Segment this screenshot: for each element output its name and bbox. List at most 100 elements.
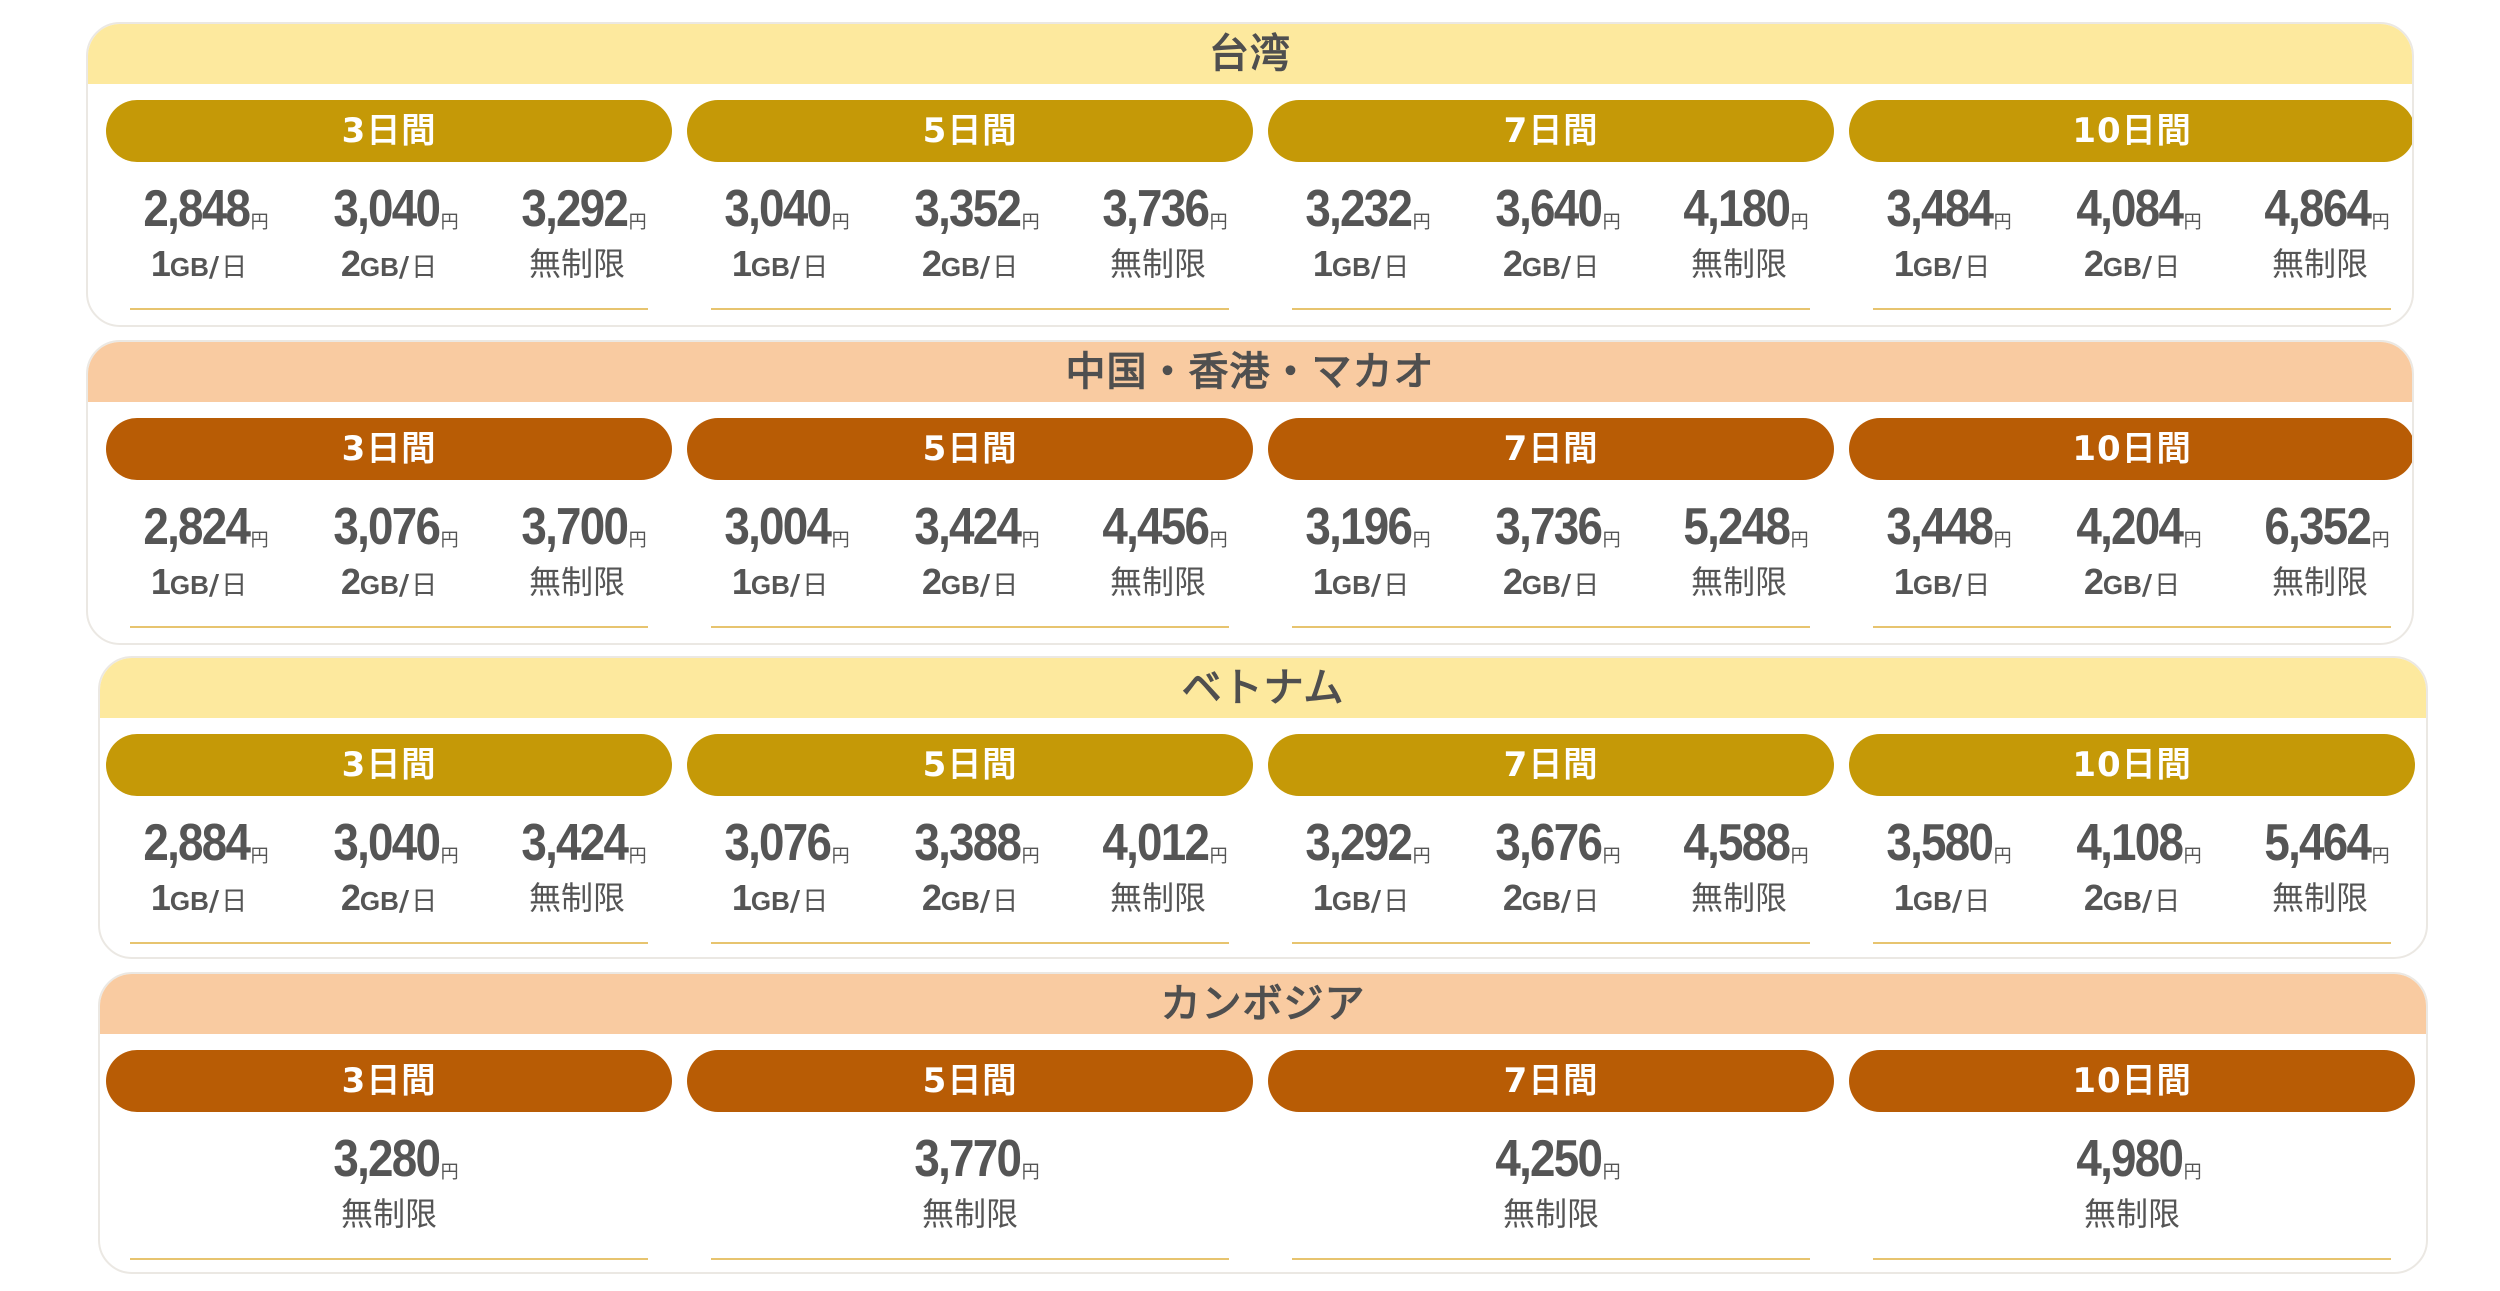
data-per-day: 日 <box>1964 571 1991 601</box>
currency-unit: 円 <box>1602 846 1621 867</box>
plan-price: 3,352円 <box>877 178 1063 240</box>
data-separator: / <box>789 884 801 917</box>
price-amount: 3,770 <box>914 1130 1022 1188</box>
data-separator: / <box>398 250 410 283</box>
data-unit: GB <box>1912 252 1952 282</box>
data-unit: GB <box>169 570 209 600</box>
price-amount: 3,040 <box>333 814 441 872</box>
plan-divider <box>711 942 1229 944</box>
plan-option: 3,292円 無制限 <box>484 178 670 298</box>
data-amount: 1 <box>150 561 171 602</box>
price-amount: 3,004 <box>724 498 832 556</box>
currency-unit: 円 <box>2183 212 2202 233</box>
price-amount: 3,580 <box>1886 814 1994 872</box>
plan-option: 3,040円 1GB/日 <box>687 178 873 298</box>
currency-unit: 円 <box>1021 846 1040 867</box>
currency-unit: 円 <box>2371 530 2390 551</box>
price-amount: 3,076 <box>724 814 832 872</box>
price-amount: 5,464 <box>2264 814 2372 872</box>
plan-list: 3,448円 1GB/日 4,204円 2GB/日 6,352円 無制限 <box>1849 496 2412 616</box>
period-row: 3日間 2,824円 1GB/日 3,076円 2GB/日 3,700円 無制限 5日間 3,0… <box>106 418 2412 643</box>
data-per-day: 日 <box>411 253 438 283</box>
price-amount: 4,180 <box>1683 180 1791 238</box>
data-allowance: 2GB/日 <box>1458 558 1644 606</box>
plan-price: 5,248円 <box>1646 496 1832 558</box>
plan-price: 3,700円 <box>484 496 670 558</box>
currency-unit: 円 <box>440 530 459 551</box>
plan-option: 4,180円 無制限 <box>1646 178 1832 298</box>
price-amount: 4,084 <box>2076 180 2184 238</box>
data-allowance: 2GB/日 <box>877 874 1063 922</box>
data-per-day: 日 <box>411 571 438 601</box>
period-pill: 7日間 <box>1268 734 1834 796</box>
price-amount: 4,204 <box>2076 498 2184 556</box>
plan-price: 3,484円 <box>1849 178 2035 240</box>
data-allowance: 1GB/日 <box>1268 558 1454 606</box>
currency-unit: 円 <box>440 846 459 867</box>
plan-divider <box>130 1258 648 1260</box>
plan-option: 4,084円 2GB/日 <box>2039 178 2225 298</box>
data-allowance: 2GB/日 <box>2039 240 2225 288</box>
data-amount: 1 <box>1312 561 1333 602</box>
data-separator: / <box>1370 568 1382 601</box>
data-separator: / <box>2141 568 2153 601</box>
region-title: 台湾 <box>88 24 2412 84</box>
plan-divider <box>130 626 648 628</box>
data-per-day: 日 <box>992 253 1019 283</box>
price-amount: 3,736 <box>1495 498 1603 556</box>
period-block: 7日間 3,292円 1GB/日 3,676円 2GB/日 4,588円 無制限 <box>1268 734 1834 954</box>
data-per-day: 日 <box>1573 571 1600 601</box>
plan-divider <box>1292 626 1810 628</box>
price-amount: 3,424 <box>914 498 1022 556</box>
unlimited-label: 無制限 <box>1690 879 1787 917</box>
data-separator: / <box>1560 568 1572 601</box>
plan-price: 3,770円 <box>687 1128 1253 1190</box>
unlimited-label: 無制限 <box>2271 245 2368 283</box>
data-amount: 1 <box>150 877 171 918</box>
plan-option: 3,424円 無制限 <box>484 812 670 932</box>
data-per-day: 日 <box>221 253 248 283</box>
currency-unit: 円 <box>831 212 850 233</box>
plan-list: 3,770円 無制限 <box>687 1128 1253 1248</box>
plan-option: 4,588円 無制限 <box>1646 812 1832 932</box>
data-allowance: 2GB/日 <box>1458 240 1644 288</box>
plan-option: 4,204円 2GB/日 <box>2039 496 2225 616</box>
data-per-day: 日 <box>1964 887 1991 917</box>
plan-option: 4,980円 無制限 <box>1849 1128 2415 1248</box>
plan-price: 2,884円 <box>106 812 292 874</box>
plan-option: 3,484円 1GB/日 <box>1849 178 2035 298</box>
currency-unit: 円 <box>1602 212 1621 233</box>
currency-unit: 円 <box>2183 1162 2202 1183</box>
period-row: 3日間 3,280円 無制限 5日間 3,770円 無制限 7日間 4,250円 無制限 10日間… <box>106 1050 2426 1272</box>
period-pill: 5日間 <box>687 418 1253 480</box>
data-per-day: 日 <box>992 887 1019 917</box>
price-amount: 3,424 <box>521 814 629 872</box>
data-amount: 1 <box>1893 877 1914 918</box>
data-separator: / <box>789 250 801 283</box>
data-per-day: 日 <box>221 571 248 601</box>
plan-divider <box>130 942 648 944</box>
data-unit: GB <box>940 570 980 600</box>
plan-list: 4,980円 無制限 <box>1849 1128 2415 1248</box>
period-block: 10日間 3,448円 1GB/日 4,204円 2GB/日 6,352円 無制限 <box>1849 418 2412 638</box>
unlimited-label: 無制限 <box>1690 563 1787 601</box>
data-allowance: 1GB/日 <box>106 240 292 288</box>
plan-option: 3,280円 無制限 <box>106 1128 672 1248</box>
plan-price: 3,580円 <box>1849 812 2035 874</box>
plan-price: 3,736円 <box>1458 496 1644 558</box>
data-separator: / <box>1370 884 1382 917</box>
period-pill: 5日間 <box>687 734 1253 796</box>
data-unit: GB <box>1331 570 1371 600</box>
unlimited-label: 無制限 <box>528 245 625 283</box>
data-separator: / <box>2141 884 2153 917</box>
currency-unit: 円 <box>1412 846 1431 867</box>
period-pill: 10日間 <box>1849 418 2412 480</box>
period-block: 10日間 3,484円 1GB/日 4,084円 2GB/日 4,864円 無制限 <box>1849 100 2412 320</box>
region-title: 中国・香港・マカオ <box>88 342 2412 402</box>
data-unit: GB <box>940 886 980 916</box>
data-separator: / <box>398 884 410 917</box>
plan-divider <box>711 626 1229 628</box>
plan-option: 4,864円 無制限 <box>2227 178 2412 298</box>
data-separator: / <box>1951 884 1963 917</box>
unlimited-label: 無制限 <box>1109 245 1206 283</box>
